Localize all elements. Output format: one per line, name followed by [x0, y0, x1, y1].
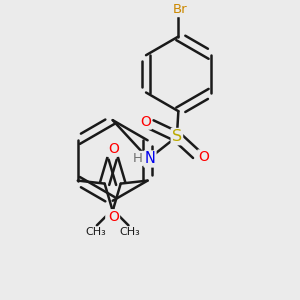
Text: O: O: [108, 142, 119, 156]
Text: CH₃: CH₃: [85, 227, 106, 237]
Text: H: H: [133, 152, 143, 165]
Text: S: S: [172, 129, 182, 144]
Text: O: O: [140, 115, 151, 129]
Text: O: O: [198, 151, 209, 164]
Text: Br: Br: [172, 3, 187, 16]
Text: O: O: [108, 210, 119, 224]
Text: O: O: [106, 210, 117, 224]
Text: N: N: [145, 152, 155, 166]
Text: CH₃: CH₃: [120, 227, 140, 237]
Text: O: O: [106, 142, 117, 156]
